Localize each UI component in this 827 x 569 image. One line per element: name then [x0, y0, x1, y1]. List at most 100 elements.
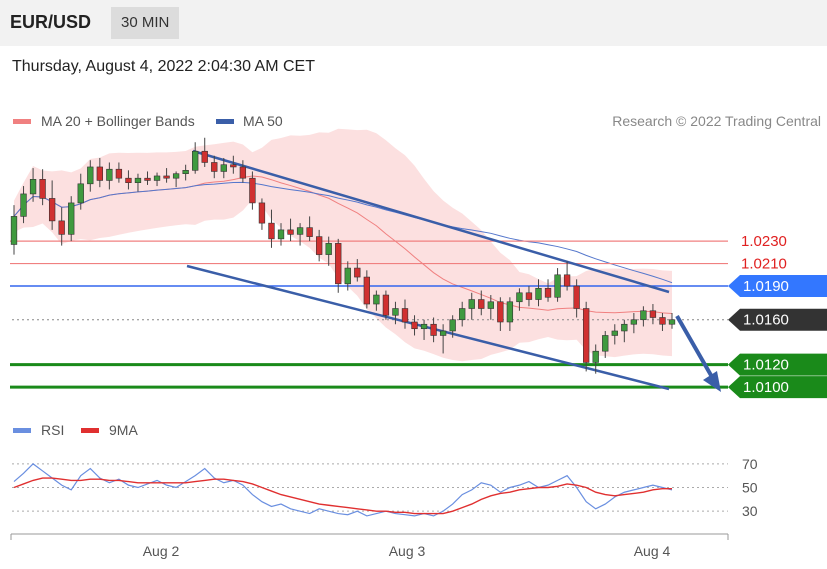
- candle: [134, 173, 142, 192]
- pivot-price-label: 1.0190: [743, 278, 789, 295]
- candle-body: [182, 170, 189, 175]
- candle: [77, 173, 84, 210]
- candle-body: [58, 220, 65, 235]
- candle: [29, 168, 37, 202]
- candle: [325, 236, 332, 266]
- candle-body: [506, 301, 514, 323]
- candle: [468, 292, 475, 320]
- candle: [335, 238, 342, 293]
- candle: [373, 290, 380, 311]
- ma20-legend-swatch: [13, 119, 31, 124]
- candle-body: [411, 321, 418, 330]
- candle: [172, 171, 180, 188]
- candle-body: [430, 323, 437, 336]
- candle: [201, 137, 208, 167]
- candle: [449, 315, 456, 338]
- candle-body: [29, 179, 37, 195]
- candle: [611, 324, 618, 345]
- candle-body: [239, 166, 247, 179]
- candle-body: [487, 301, 494, 309]
- candle: [39, 169, 46, 206]
- candle: [10, 205, 18, 255]
- candle-body: [134, 177, 142, 183]
- candle-body: [153, 175, 161, 181]
- candle: [354, 259, 361, 282]
- candle-body: [554, 274, 561, 298]
- x-axis: Aug 2 Aug 3 Aug 4: [10, 533, 729, 559]
- candle-body: [592, 350, 599, 363]
- channel-lower-line: [186, 264, 670, 391]
- candle: [153, 172, 161, 187]
- candle-body: [630, 319, 638, 325]
- candle: [630, 313, 638, 334]
- candle: [554, 268, 561, 302]
- forecast-arrow-head: [703, 371, 721, 392]
- candle: [106, 162, 113, 190]
- candle-body: [420, 323, 428, 330]
- rsi-tick-label: 50: [742, 480, 758, 496]
- candle: [87, 160, 94, 192]
- candle-body: [649, 310, 657, 318]
- candle: [573, 279, 580, 318]
- candle-body: [344, 267, 351, 285]
- candle: [315, 229, 323, 262]
- candle: [268, 209, 275, 248]
- candle-body: [220, 164, 227, 172]
- chart-datetime: Thursday, August 4, 2022 2:04:30 AM CET: [12, 58, 315, 75]
- candle-body: [373, 294, 380, 305]
- candle-body: [382, 294, 390, 316]
- candle-body: [163, 175, 170, 179]
- candle-body: [459, 308, 466, 321]
- candle-body: [621, 323, 628, 332]
- candle: [48, 180, 56, 230]
- rsi-legend-label: RSI: [41, 422, 64, 438]
- price-legend: MA 20 + Bollinger Bands MA 50 Research ©…: [13, 113, 821, 129]
- candle-body: [478, 299, 485, 309]
- candle-body: [563, 274, 571, 287]
- resistance-label: 1.0230: [741, 233, 787, 250]
- candle-body: [544, 287, 552, 298]
- x-tick-label: Aug 4: [634, 543, 671, 559]
- candle: [640, 306, 647, 327]
- candle-body: [20, 193, 27, 217]
- candle-body: [192, 150, 199, 171]
- candle: [20, 186, 27, 224]
- ma20-legend-label: MA 20 + Bollinger Bands: [41, 113, 195, 129]
- candle: [602, 330, 609, 358]
- candle: [583, 301, 590, 372]
- price-panel: 1.0230 1.0210 1.0190 1.0160 1.0120 1.0100: [10, 128, 827, 399]
- forecast-arrow-shaft: [675, 315, 714, 378]
- candle: [649, 304, 657, 325]
- candle-body: [106, 168, 113, 181]
- rsi-ma-legend-label: 9MA: [109, 422, 138, 438]
- candle-body: [277, 229, 285, 240]
- rsi-ma-legend-swatch: [81, 428, 99, 433]
- candle-body: [573, 285, 580, 309]
- candle-body: [516, 292, 523, 303]
- candle-body: [611, 330, 618, 336]
- candle-body: [668, 319, 676, 325]
- candle: [544, 279, 552, 302]
- candle-body: [125, 177, 132, 183]
- rsi-legend-swatch: [13, 428, 31, 433]
- candle-body: [659, 317, 666, 325]
- candle-body: [535, 287, 542, 300]
- candle: [182, 164, 189, 181]
- candle: [58, 207, 65, 246]
- timeframe-badge[interactable]: 30 MIN: [111, 7, 180, 39]
- candle: [563, 261, 571, 291]
- x-tick-label: Aug 3: [389, 543, 426, 559]
- candle: [239, 160, 247, 183]
- candle: [144, 171, 151, 185]
- candle: [506, 297, 514, 331]
- candle-body: [211, 162, 218, 172]
- candle: [439, 324, 447, 354]
- candle: [249, 171, 256, 210]
- candle-body: [144, 177, 151, 181]
- candle-body: [10, 216, 18, 245]
- candle: [344, 261, 351, 291]
- bollinger-band: [14, 128, 672, 362]
- candle: [220, 157, 227, 179]
- rsi-panel: 70 50 30: [12, 456, 758, 519]
